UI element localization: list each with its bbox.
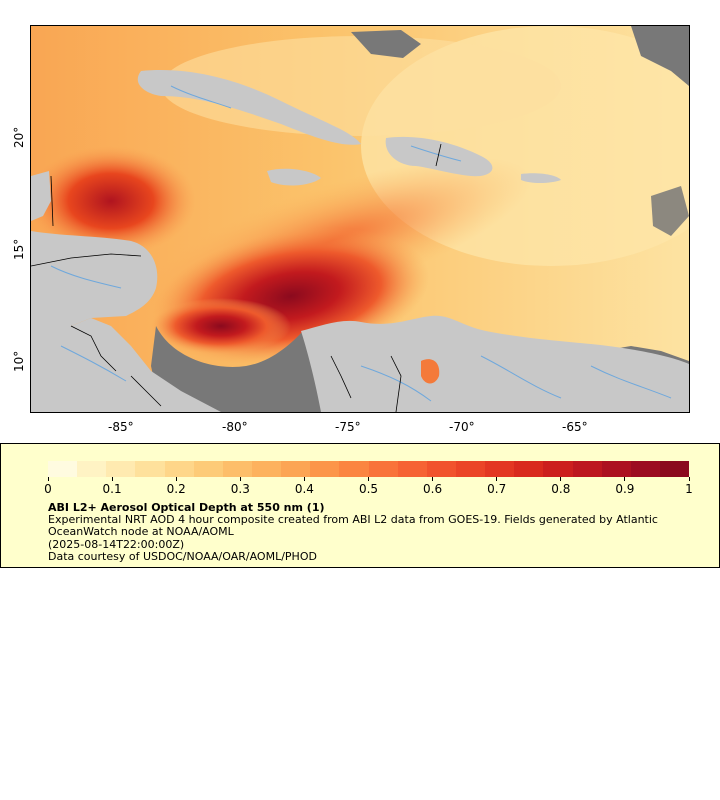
colorbar-tick-label: 0.8 — [551, 482, 571, 496]
lon-tick-label: -65° — [562, 420, 588, 434]
lake-maracaibo — [421, 359, 440, 384]
colorbar-tick-label: 0.9 — [615, 482, 635, 496]
colorbar-segment — [659, 461, 690, 477]
colorbar-segment — [251, 461, 282, 477]
land-cuba — [137, 70, 361, 145]
land-jamaica — [267, 168, 321, 186]
colorbar-tick — [303, 477, 305, 481]
no-data-area — [651, 186, 689, 236]
no-data-area — [151, 326, 331, 412]
colorbar-segment — [77, 461, 107, 477]
lon-tick-label: -85° — [108, 420, 134, 434]
lon-tick-label: -75° — [335, 420, 361, 434]
colorbar-segment — [164, 461, 194, 477]
colorbar-segment — [222, 461, 252, 477]
colorbar-segment — [630, 461, 660, 477]
colorbar-segment — [572, 461, 602, 477]
colorbar-segment — [543, 461, 573, 477]
colorbar-segment — [193, 461, 223, 477]
colorbar-segment — [485, 461, 515, 477]
colorbar-tick — [560, 477, 562, 481]
no-data-area — [631, 26, 689, 86]
colorbar-segment — [455, 461, 486, 477]
lat-tick-label: 20° — [12, 126, 26, 148]
colorbar-segment — [106, 461, 136, 477]
colorbar-tick — [47, 477, 49, 481]
legend-credit: Data courtesy of USDOC/NOAA/OAR/AOML/PHO… — [48, 550, 317, 563]
no-data-area — [351, 30, 421, 58]
colorbar-tick — [111, 477, 113, 481]
colorbar-segment — [310, 461, 340, 477]
legend-description: Experimental NRT AOD 4 hour composite cr… — [48, 513, 658, 538]
colorbar-segment — [514, 461, 544, 477]
colorbar-tick-label: 1 — [685, 482, 693, 496]
lon-tick-label: -80° — [222, 420, 248, 434]
lat-tick-label: 15° — [12, 238, 26, 260]
country-borders — [31, 143, 442, 412]
colorbar-tick-label: 0.6 — [423, 482, 443, 496]
colorbar-segment — [397, 461, 427, 477]
land-central-america — [31, 318, 221, 412]
colorbar-tick — [432, 477, 434, 481]
colorbar-tick-label: 0.2 — [166, 482, 186, 496]
colorbar-tick-label: 0.7 — [487, 482, 507, 496]
colorbar-tick-label: 0 — [44, 482, 52, 496]
colorbar-tick — [175, 477, 177, 481]
colorbar-segment — [135, 461, 165, 477]
colorbar-segment — [601, 461, 631, 477]
colorbar-tick-label: 0.4 — [294, 482, 314, 496]
colorbar-segment — [368, 461, 398, 477]
lon-tick-label: -70° — [449, 420, 475, 434]
map-panel[interactable] — [30, 25, 690, 413]
colorbar-segment — [48, 461, 78, 477]
colorbar-segment — [426, 461, 456, 477]
colorbar — [48, 461, 690, 477]
aod-map — [31, 26, 689, 412]
land-yucatan — [31, 171, 51, 221]
colorbar-segment — [339, 461, 369, 477]
colorbar-tick — [496, 477, 498, 481]
aod-plume-coast — [151, 298, 291, 354]
colorbar-segment — [281, 461, 311, 477]
colorbar-tick — [624, 477, 626, 481]
legend-title: ABI L2+ Aerosol Optical Depth at 550 nm … — [48, 501, 325, 514]
land-puerto-rico — [521, 173, 561, 183]
legend-date: (2025-08-14T22:00:00Z) — [48, 538, 185, 551]
rivers — [50, 85, 672, 402]
lat-tick-label: 10° — [12, 350, 26, 372]
colorbar-tick — [239, 477, 241, 481]
colorbar-tick-label: 0.5 — [358, 482, 379, 496]
colorbar-tick — [688, 477, 690, 481]
colorbar-tick — [368, 477, 369, 481]
legend-panel: ABI L2+ Aerosol Optical Depth at 550 nm … — [0, 443, 720, 568]
colorbar-tick-label: 0.1 — [102, 482, 122, 496]
aod-plume-west — [31, 146, 196, 256]
colorbar-tick-label: 0.3 — [230, 482, 250, 496]
